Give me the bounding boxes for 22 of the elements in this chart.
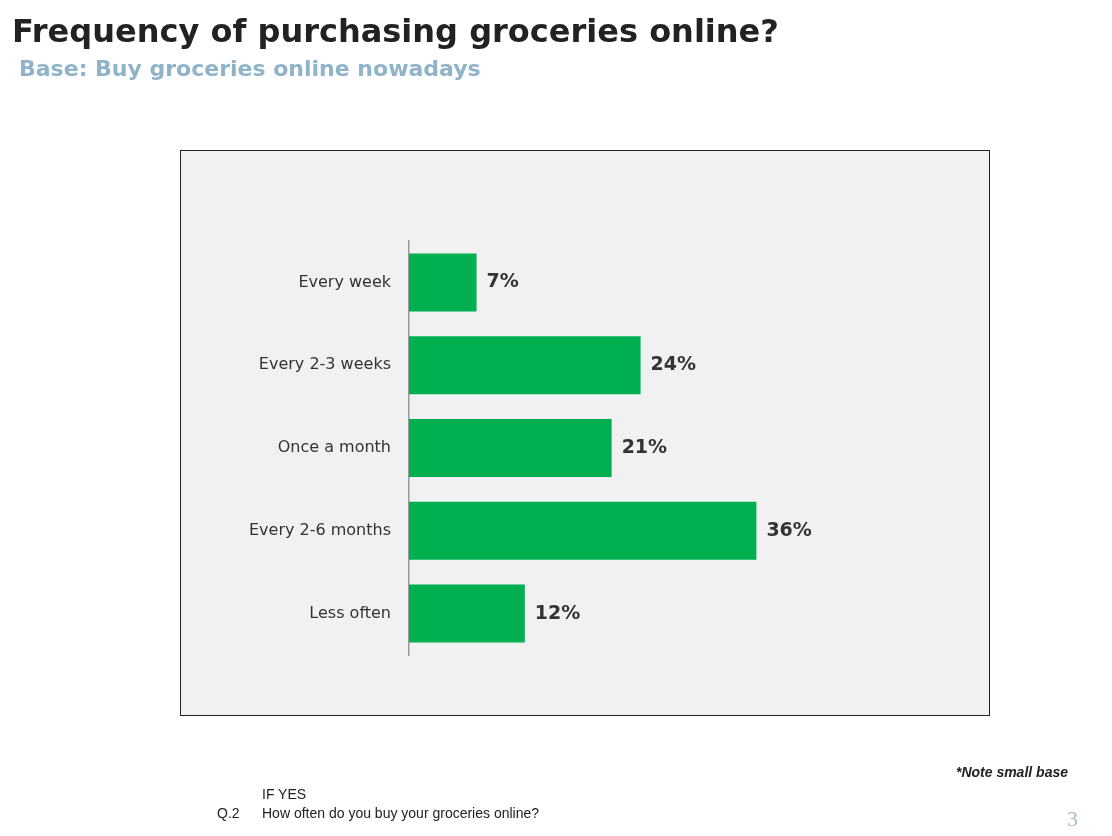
chart-subtitle: Base: Buy groceries online nowadays	[19, 56, 481, 81]
data-label: 7%	[486, 269, 519, 292]
data-label: 36%	[766, 517, 812, 540]
text: How often do you buy your groceries online?	[262, 805, 540, 821]
y-tick-label: Every 2-3 weeks	[258, 354, 391, 374]
y-tick-label: Once a month	[277, 437, 391, 457]
text: Q.2	[217, 805, 240, 821]
bar	[409, 501, 757, 560]
data-label: 24%	[650, 352, 697, 375]
bar	[409, 336, 641, 395]
data-label: 12%	[534, 600, 581, 623]
text: *Note small base	[955, 764, 1068, 780]
y-tick-label: Every 2-6 months	[248, 519, 391, 539]
text: IF YES	[262, 786, 307, 802]
chart-title: Frequency of purchasing groceries online?	[12, 12, 779, 50]
data-label: 21%	[621, 434, 668, 457]
bar	[409, 584, 525, 643]
y-tick-label: Every week	[298, 271, 392, 291]
y-tick-label: Less often	[309, 602, 391, 622]
bar	[409, 253, 477, 312]
text: 3	[1067, 806, 1078, 832]
bar	[409, 419, 612, 477]
